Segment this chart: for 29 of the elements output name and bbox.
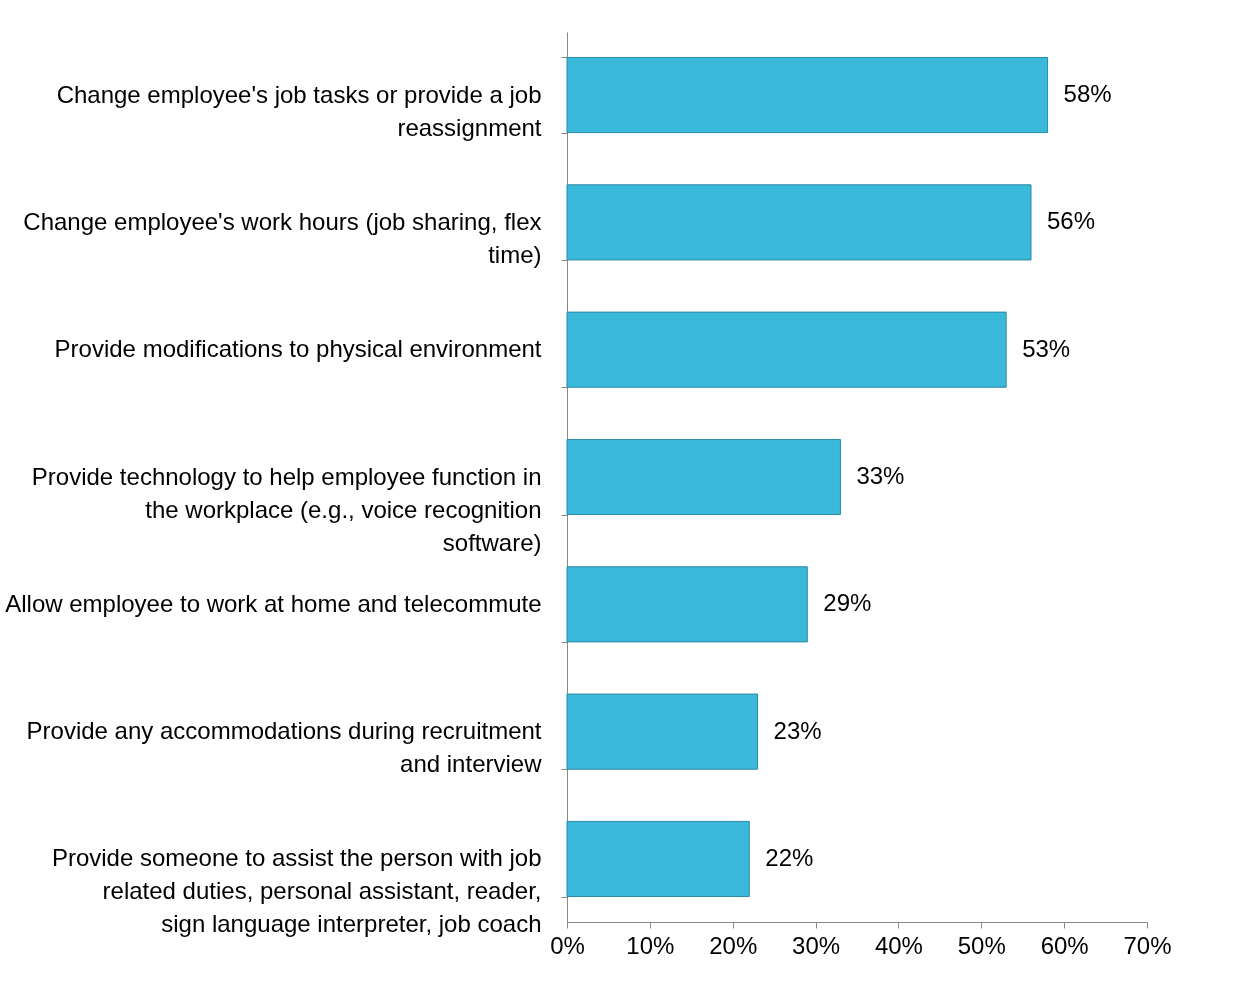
x-tick-label: 20%	[709, 931, 758, 959]
x-tick-label: 40%	[874, 931, 923, 959]
data-label: 53%	[1022, 334, 1071, 362]
x-tick-label: 10%	[626, 931, 675, 959]
data-label: 29%	[823, 589, 872, 617]
bar	[566, 566, 808, 643]
data-label: 23%	[773, 716, 822, 744]
y-tick-label: Allow employee to work at home and telecommute	[5, 589, 542, 617]
y-tick-label: Change employee's work hours (job sharing, flex time)	[23, 207, 542, 268]
y-tick-label: Provide any accommodations during recruitment and interview	[26, 717, 543, 778]
y-tick-label: Provide someone to assist the person with job related duties, personal assistant, reader, sign language interpreter, job coach	[51, 844, 542, 938]
x-tick-label: 50%	[957, 931, 1006, 959]
bar	[566, 820, 750, 898]
bar	[566, 184, 1032, 261]
bar	[566, 693, 759, 770]
x-tick-label: 30%	[792, 931, 841, 959]
bar	[566, 56, 1049, 134]
x-tick-label: 60%	[1040, 931, 1089, 959]
data-label: 33%	[856, 462, 905, 489]
bar	[566, 438, 841, 516]
y-tick-label: Provide modifications to physical environment	[54, 335, 542, 363]
y-tick-label: Provide technology to help employee function in the workplace (e.g., voice recognition software)	[31, 462, 542, 556]
x-tick-label: 70%	[1123, 931, 1172, 959]
bar	[566, 311, 1007, 388]
y-tick-label: Change employee's job tasks or provide a job reassignment	[56, 80, 542, 141]
data-label: 56%	[1047, 207, 1096, 235]
data-label: 58%	[1063, 80, 1112, 108]
data-label: 22%	[765, 843, 814, 871]
x-tick-label: 0%	[550, 931, 585, 959]
